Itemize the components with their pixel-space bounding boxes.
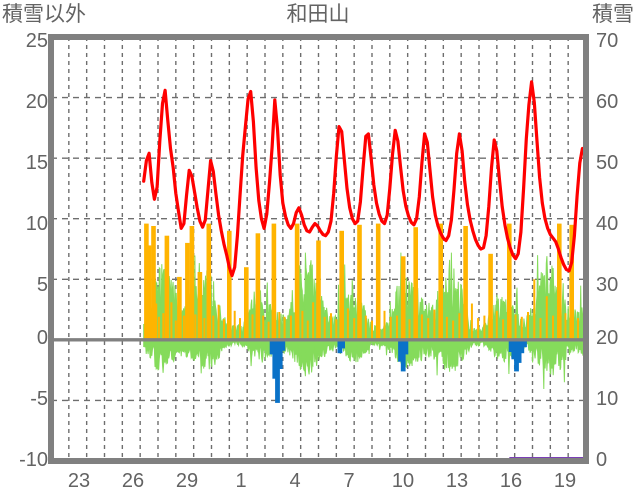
x-tick-1: 26 xyxy=(121,470,145,492)
left-axis-title: 積雪以外 xyxy=(2,3,86,26)
temperature-line xyxy=(142,80,585,278)
snow-blue-bars xyxy=(269,339,527,403)
y-right-tick-0: 70 xyxy=(596,30,619,52)
y-left-tick-7: -10 xyxy=(19,449,48,471)
x-tick-6: 10 xyxy=(391,470,415,492)
x-tick-3: 1 xyxy=(235,470,247,492)
y-left-tick-6: -5 xyxy=(30,388,48,410)
gridlines xyxy=(51,37,586,461)
x-tick-7: 13 xyxy=(445,470,469,492)
x-tick-8: 16 xyxy=(499,470,523,492)
y-right-tick-6: 10 xyxy=(596,388,619,410)
y-right-tick-4: 30 xyxy=(596,274,619,296)
sunshine-bars xyxy=(144,223,579,340)
y-left-tick-0: 25 xyxy=(25,30,48,52)
y-right-tick-3: 40 xyxy=(596,213,619,235)
y-left-tick-2: 15 xyxy=(25,152,48,174)
y-right-tick-5: 20 xyxy=(596,327,619,349)
y-right-tick-7: 0 xyxy=(596,449,608,471)
y-right-tick-1: 60 xyxy=(596,91,619,113)
right-axis-title: 積雪 xyxy=(592,3,634,26)
x-tick-2: 29 xyxy=(175,470,199,492)
x-tick-4: 4 xyxy=(289,470,301,492)
y-left-tick-5: 0 xyxy=(36,327,48,349)
x-tick-5: 7 xyxy=(343,470,355,492)
y-right-tick-2: 50 xyxy=(596,152,619,174)
x-tick-0: 23 xyxy=(67,470,91,492)
x-tick-9: 19 xyxy=(553,470,577,492)
y-left-tick-4: 5 xyxy=(36,274,48,296)
y-left-tick-1: 20 xyxy=(25,91,48,113)
y-left-tick-3: 10 xyxy=(25,213,48,235)
plot-frame xyxy=(48,34,589,464)
page-title: 和田山 xyxy=(286,3,350,26)
